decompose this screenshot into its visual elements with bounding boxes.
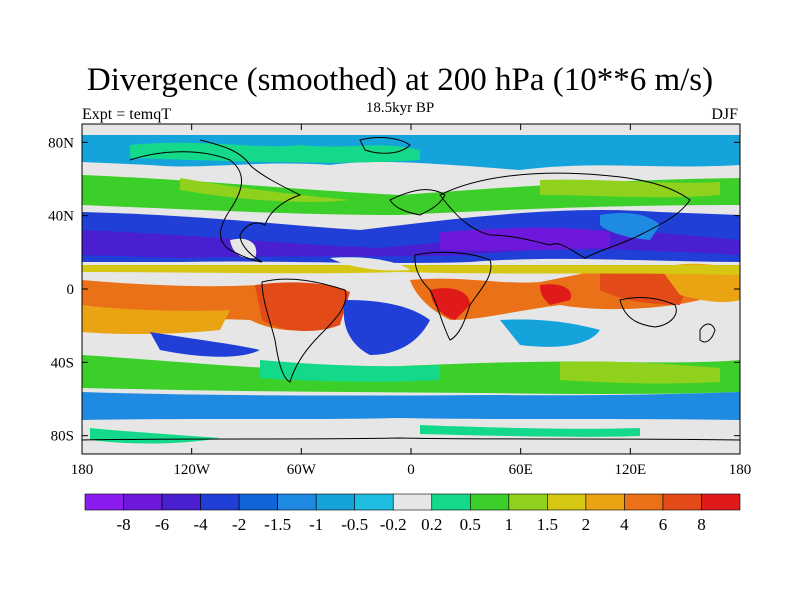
colorbar-label: 0.2 <box>421 515 442 534</box>
colorbar-label: 1 <box>505 515 514 534</box>
y-tick-label: 80N <box>48 135 74 151</box>
x-tick-label: 0 <box>407 462 415 478</box>
x-tick-label: 60E <box>509 462 533 478</box>
chart-subtitle: 18.5kyr BP <box>365 100 435 116</box>
experiment-label: Expt = temqT <box>82 106 172 123</box>
y-tick-label: 40S <box>51 355 74 371</box>
colorbar-swatch <box>624 493 664 511</box>
colorbar-label: 0.5 <box>460 515 481 534</box>
colorbar-swatch <box>547 493 587 511</box>
colorbar-swatch <box>662 493 702 511</box>
colorbar-swatch <box>585 493 625 511</box>
colorbar-swatch <box>84 493 124 511</box>
colorbar-swatch <box>238 493 278 511</box>
colorbar-swatch <box>123 493 163 511</box>
colorbar-label: -4 <box>194 515 209 534</box>
colorbar-label: 6 <box>659 515 668 534</box>
chart-title: Divergence (smoothed) at 200 hPa (10**6 … <box>86 62 714 98</box>
colorbar-label: -6 <box>155 515 169 534</box>
continent-outlines <box>82 137 740 441</box>
x-axis: 180 120W 60W 0 60E 120E 180 <box>71 124 752 478</box>
colorbar-label: 4 <box>620 515 629 534</box>
colorbar-swatch <box>392 493 433 511</box>
season-label: DJF <box>711 106 738 123</box>
colorbar-swatch <box>469 493 510 511</box>
colorbar-label: -0.2 <box>380 515 407 534</box>
colorbar-swatch <box>200 493 240 511</box>
colorbar-label: 2 <box>582 515 591 534</box>
x-tick-label: 180 <box>71 462 94 478</box>
colorbar-swatch <box>354 493 394 511</box>
colorbar-label: -1 <box>309 515 323 534</box>
colorbar-swatch <box>161 493 201 511</box>
colorbar-swatch <box>508 493 548 511</box>
y-tick-label: 80S <box>51 429 74 445</box>
x-tick-label: 180 <box>729 462 752 478</box>
colorbar-swatch <box>277 493 317 511</box>
colorbar-label: -1.5 <box>264 515 291 534</box>
colorbar-label: -0.5 <box>341 515 368 534</box>
y-tick-label: 40N <box>48 209 74 225</box>
divergence-field <box>82 124 740 454</box>
colorbar-swatch <box>431 493 471 511</box>
colorbar-label: -2 <box>232 515 246 534</box>
colorbar-swatch <box>701 493 741 511</box>
x-tick-label: 120E <box>614 462 646 478</box>
x-tick-label: 60W <box>287 462 317 478</box>
colorbar: -8 -6 -4 -2 -1.5 -1 -0.5 -0.2 0.2 0.5 1 1.5 2 4 6 8 <box>84 493 741 534</box>
colorbar-label: 8 <box>697 515 706 534</box>
colorbar-swatch <box>315 493 356 511</box>
colorbar-label: 1.5 <box>537 515 558 534</box>
y-tick-label: 0 <box>67 282 75 298</box>
y-axis: 80N 40N 0 40S 80S <box>48 135 740 445</box>
colorbar-label: -8 <box>116 515 130 534</box>
x-tick-label: 120W <box>173 462 211 478</box>
